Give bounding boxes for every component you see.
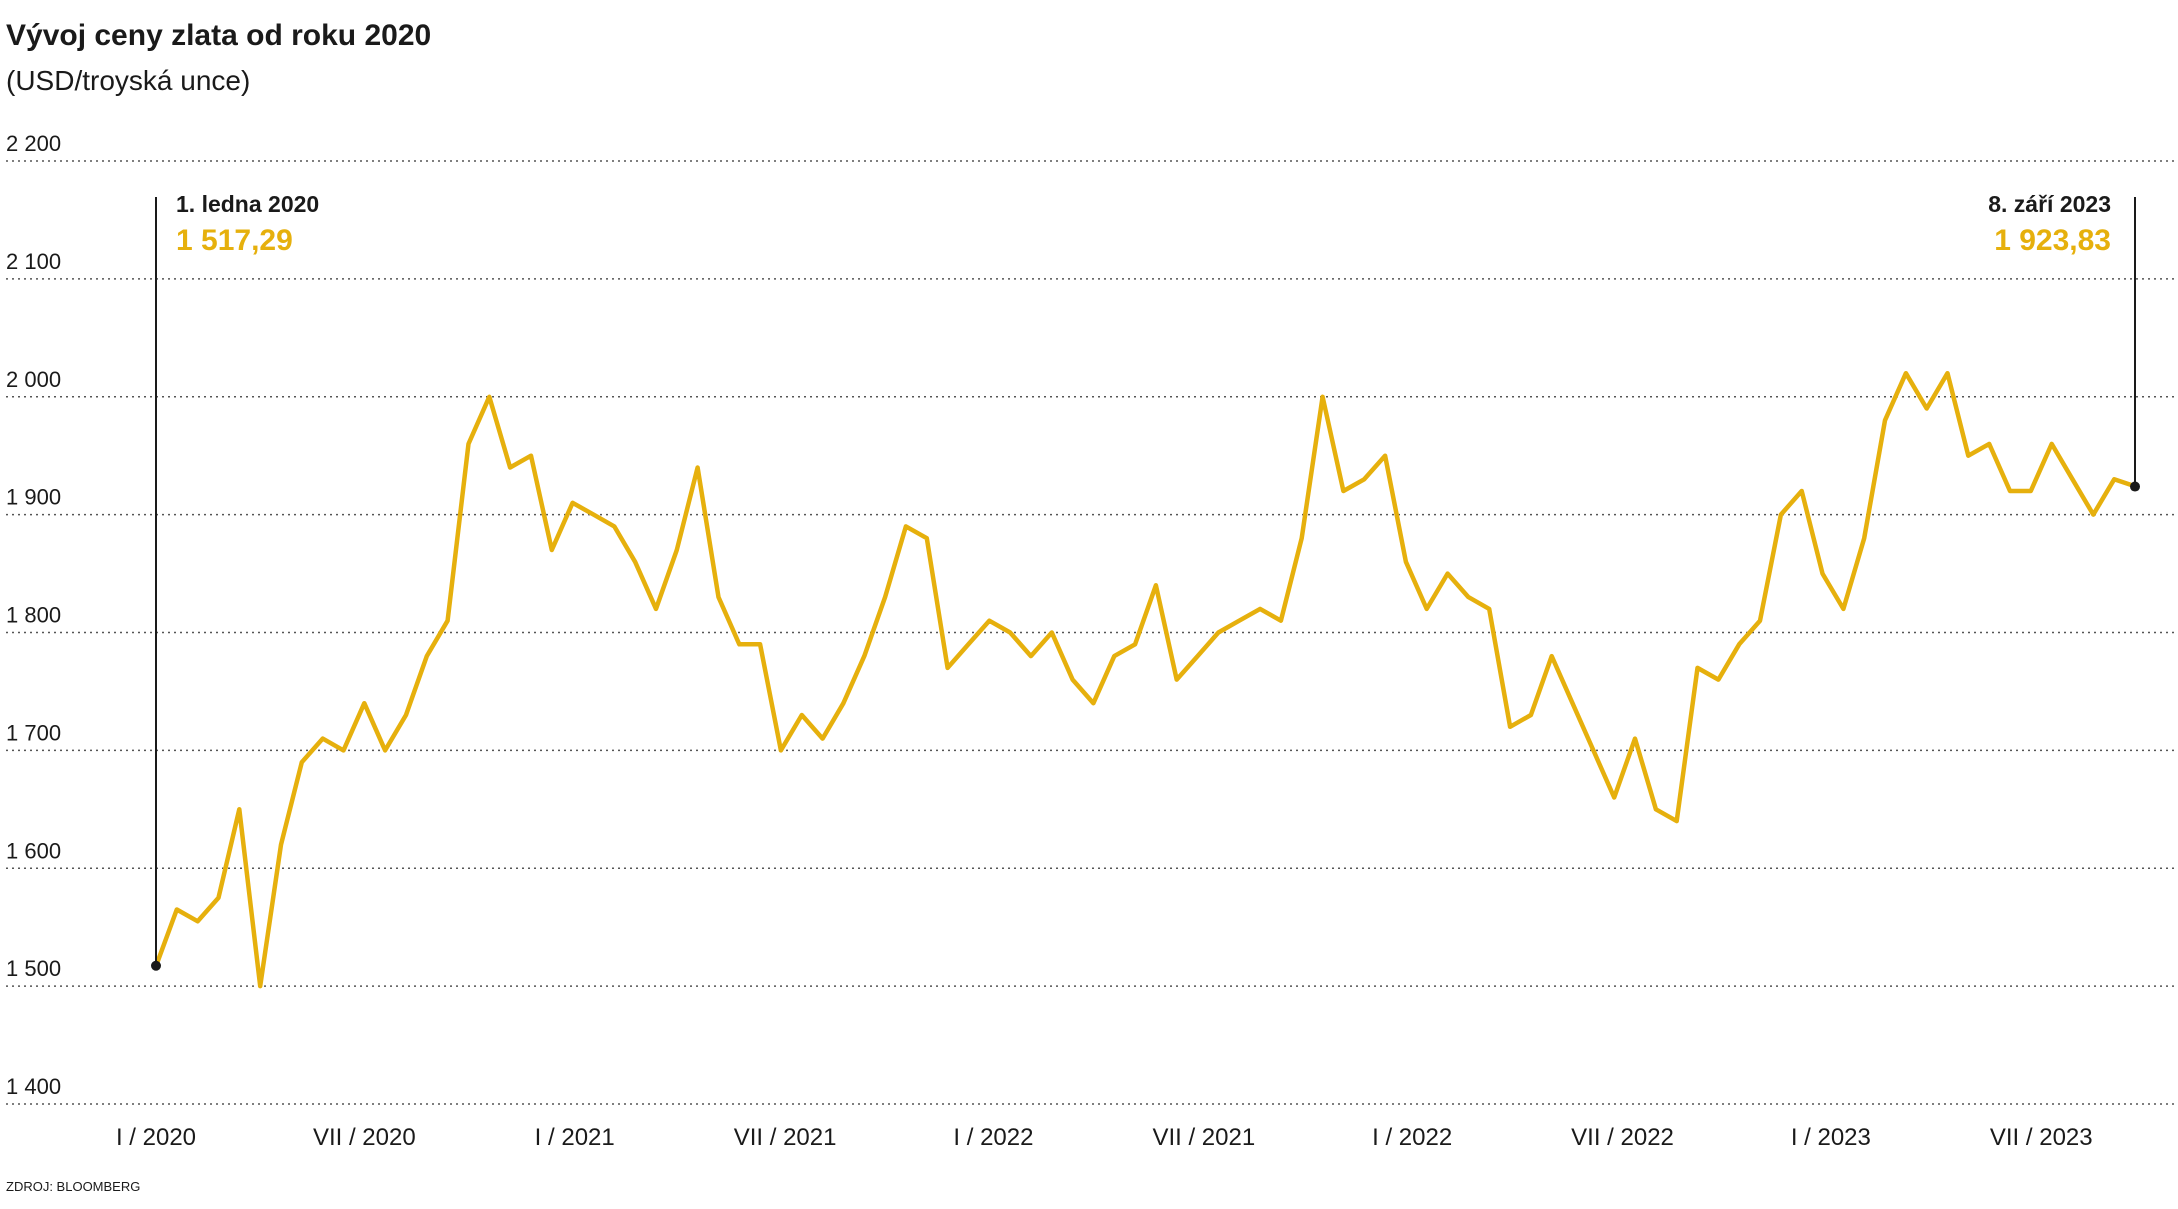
x-tick-label: VII / 2021	[734, 1124, 837, 1151]
annotation-value: 1 923,83	[1994, 224, 2111, 257]
annotation-value: 1 517,29	[176, 224, 293, 257]
x-tick-label: VII / 2022	[1571, 1124, 1674, 1151]
y-tick-label: 1 500	[6, 956, 61, 981]
y-tick-label: 1 600	[6, 838, 61, 863]
y-tick-label: 1 400	[6, 1074, 61, 1099]
y-tick-label: 1 900	[6, 485, 61, 510]
y-tick-label: 1 800	[6, 603, 61, 628]
x-tick-label: I / 2021	[535, 1124, 615, 1151]
chart-subtitle: (USD/troyská unce)	[6, 65, 250, 96]
x-tick-label: I / 2022	[953, 1124, 1033, 1151]
x-tick-label: VII / 2021	[1152, 1124, 1255, 1151]
x-tick-label: VII / 2023	[1990, 1124, 2093, 1151]
source: ZDROJ: BLOOMBERG	[6, 1179, 140, 1194]
x-tick-label: I / 2020	[116, 1124, 196, 1151]
y-tick-label: 2 100	[6, 249, 61, 274]
y-tick-label: 2 200	[6, 131, 61, 156]
x-tick-label: I / 2022	[1372, 1124, 1452, 1151]
annotation-date: 8. září 2023	[1988, 191, 2111, 217]
annotation-dot	[2130, 481, 2140, 492]
annotation-dot	[151, 960, 161, 971]
y-tick-label: 2 000	[6, 367, 61, 392]
chart-title: Vývoj ceny zlata od roku 2020	[6, 19, 431, 52]
x-tick-label: VII / 2020	[313, 1124, 416, 1151]
annotation-date: 1. ledna 2020	[176, 191, 319, 217]
price-line	[153, 370, 2136, 989]
y-tick-label: 1 700	[6, 720, 61, 745]
x-tick-label: I / 2023	[1791, 1124, 1871, 1151]
